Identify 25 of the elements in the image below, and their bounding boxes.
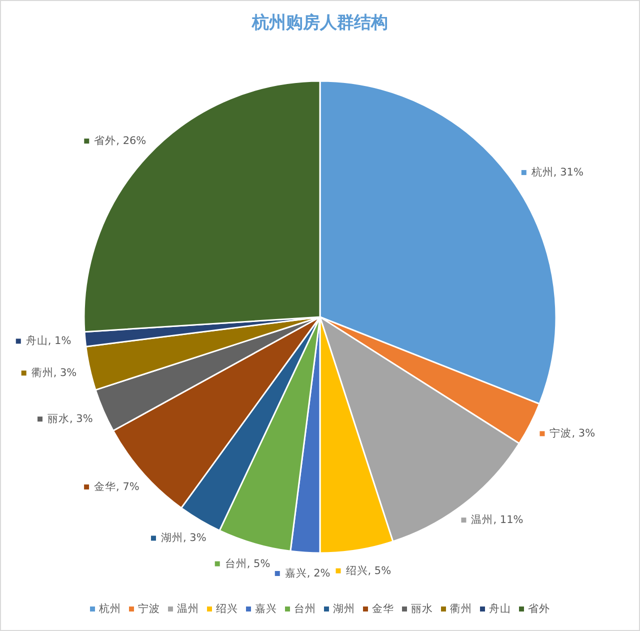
data-label: 丽水, 3% [47,412,93,426]
data-label: 台州, 5% [224,556,270,570]
legend-label: 温州 [177,602,199,615]
legend-label: 宁波 [138,602,160,615]
data-label: 金华, 7% [94,480,140,493]
data-label: 温州, 11% [471,513,524,526]
legend-label: 嘉兴 [255,602,277,615]
data-label: 省外, 26% [94,134,146,148]
legend-label: 台州 [294,602,316,615]
legend-label: 金华 [372,603,394,615]
legend-label: 舟山 [489,602,511,615]
title: 杭州购房人群结构 [252,13,388,33]
data-label: 杭州, 31% [530,166,584,179]
legend-label: 衢州 [450,602,472,615]
data-label: 宁波, 3% [550,426,596,440]
data-label: 绍兴, 5% [346,564,392,577]
legend-label: 绍兴 [216,602,238,615]
data-label: 舟山, 1% [26,334,72,348]
data-label: 嘉兴, 2% [284,566,330,580]
legend-label: 湖州 [333,602,355,615]
data-label: 湖州, 3% [160,531,206,544]
legend-label: 省外 [528,602,550,615]
data-label: 衢州, 3% [31,366,77,380]
legend-label: 丽水 [411,602,433,615]
legend-label: 杭州 [98,602,121,615]
